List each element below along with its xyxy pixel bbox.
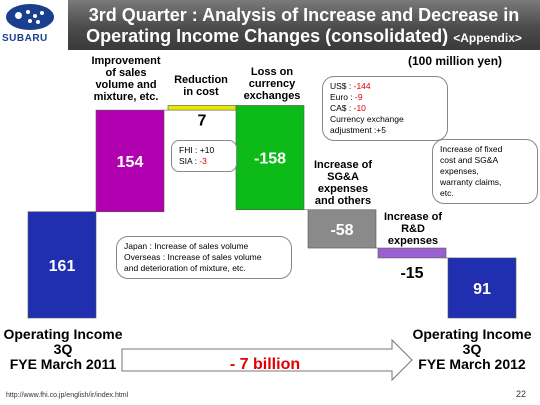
- bar-end: [447, 257, 517, 319]
- bar-start: [27, 211, 97, 319]
- callout-sales-breakdown: Japan : Increase of sales volume Overseas…: [116, 236, 292, 279]
- unit-label: (100 million yen): [408, 54, 503, 68]
- callout-cost-breakdown: FHI : +10 SIA : -3: [171, 140, 237, 172]
- label-sga: Increase of SG&A expenses and others: [313, 159, 373, 207]
- value-label-rd: -15: [400, 265, 423, 282]
- callout-fx-breakdown: US$ : -144 Euro : -9 CA$ : -10 Currency …: [322, 76, 448, 141]
- label-rd: Increase of R&D expenses: [383, 211, 443, 247]
- label-start-period: Operating Income 3Q FYE March 2011: [3, 326, 123, 372]
- page-title-line1: 3rd Quarter : Analysis of Increase and D…: [88, 5, 520, 25]
- label-sales: Improvement of sales volume and mixture, et…: [91, 55, 161, 103]
- page-title-suffix: <Appendix>: [453, 31, 522, 45]
- brand-name: SUBARU: [2, 33, 48, 44]
- bar-cost: [167, 105, 237, 111]
- bar-sales: [95, 109, 165, 213]
- value-label-sga: -58: [330, 222, 353, 239]
- label-fx: Loss on currency exchanges: [243, 66, 301, 102]
- logo-emblem-icon: [6, 4, 54, 30]
- footer-url[interactable]: http://www.fhi.co.jp/english/ir/index.ht…: [6, 392, 129, 399]
- value-label-start: 161: [49, 258, 76, 275]
- value-label-fx: -158: [254, 151, 286, 168]
- change-arrow: [121, 338, 413, 382]
- label-end-period: Operating Income 3Q FYE March 2012: [412, 326, 532, 372]
- bar-fx: [235, 105, 305, 211]
- bar-sga: [307, 209, 377, 249]
- subaru-logo: SUBARU: [0, 0, 68, 52]
- callout-sga-breakdown: Increase of fixed cost and SG&A expenses, w…: [432, 139, 538, 204]
- value-label-sales: 154: [117, 154, 144, 171]
- value-label-end: 91: [473, 281, 491, 298]
- change-amount: - 7 billion: [229, 356, 301, 373]
- page-title-line2: Operating Income Changes (consolidated) …: [68, 25, 540, 49]
- bar-rd: [377, 247, 447, 259]
- label-cost: Reduction in cost: [174, 74, 228, 98]
- title-bar: 3rd Quarter : Analysis of Increase and D…: [68, 0, 540, 50]
- page-title-text: Operating Income Changes (consolidated): [86, 26, 449, 46]
- value-label-cost: 7: [198, 112, 207, 129]
- page-number: 22: [515, 389, 526, 399]
